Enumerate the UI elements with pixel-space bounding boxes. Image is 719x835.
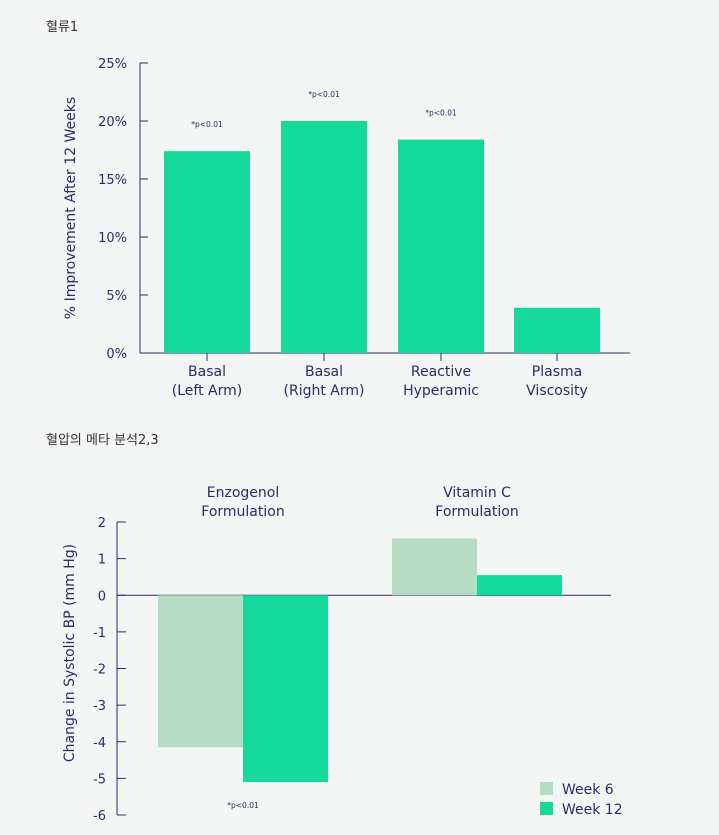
- significance-label: *p<0.01: [227, 801, 259, 810]
- x-category-label: Hyperamic: [403, 383, 479, 399]
- x-category-label: Plasma: [532, 364, 582, 380]
- y-tick-label: 10%: [98, 231, 127, 246]
- x-category-label: (Left Arm): [172, 383, 242, 399]
- legend-swatch: [540, 782, 553, 795]
- x-category-label: Reactive: [411, 364, 471, 380]
- group-label: Formulation: [435, 504, 518, 520]
- y-tick-label: -5: [93, 772, 106, 787]
- significance-label: *p<0.01: [308, 90, 340, 99]
- y-tick-label: 1: [98, 553, 106, 568]
- bar: [243, 595, 328, 783]
- y-tick-label: -4: [93, 736, 106, 751]
- legend-label: Week 12: [562, 802, 623, 818]
- bar: [281, 121, 367, 353]
- bar: [164, 151, 250, 353]
- legend-label: Week 6: [562, 782, 614, 798]
- group-label: Enzogenol: [207, 485, 279, 501]
- y-tick-label: -3: [93, 699, 106, 714]
- y-tick-label: 15%: [98, 173, 127, 188]
- x-category-label: Viscosity: [526, 383, 588, 399]
- x-category-label: (Right Arm): [284, 383, 365, 399]
- y-tick-label: 20%: [98, 115, 127, 130]
- y-tick-label: -1: [93, 626, 106, 641]
- y-tick-label: -6: [93, 809, 106, 824]
- y-tick-label: 2: [98, 516, 106, 531]
- y-tick-label: 0: [98, 589, 106, 604]
- flow-improvement-chart: 0% 5% 10% 15% 20% 25% % Improvement After 12 W…: [63, 57, 630, 399]
- bar: [477, 575, 562, 596]
- y-tick-label: 5%: [106, 289, 127, 304]
- group-label: Vitamin C: [443, 485, 511, 501]
- y-tick-label: 0%: [106, 347, 127, 362]
- bar: [398, 139, 484, 353]
- y-axis-title: Change in Systolic BP (mm Hg): [62, 544, 78, 762]
- y-tick-label: -2: [93, 663, 106, 678]
- bar: [158, 595, 243, 748]
- significance-label: *p<0.01: [425, 109, 457, 118]
- y-axis-title: % Improvement After 12 Weeks: [63, 97, 79, 319]
- legend-swatch: [540, 802, 553, 815]
- bar: [392, 538, 477, 596]
- group-label: Formulation: [201, 504, 284, 520]
- chart2-title: 혈압의 메타 분석2,3: [46, 433, 159, 448]
- y-tick-label: 25%: [98, 57, 127, 72]
- significance-label: *p<0.01: [191, 120, 223, 129]
- x-category-label: Basal: [305, 364, 343, 380]
- chart1-title: 혈류1: [46, 20, 79, 35]
- x-category-label: Basal: [188, 364, 226, 380]
- bar: [514, 307, 600, 353]
